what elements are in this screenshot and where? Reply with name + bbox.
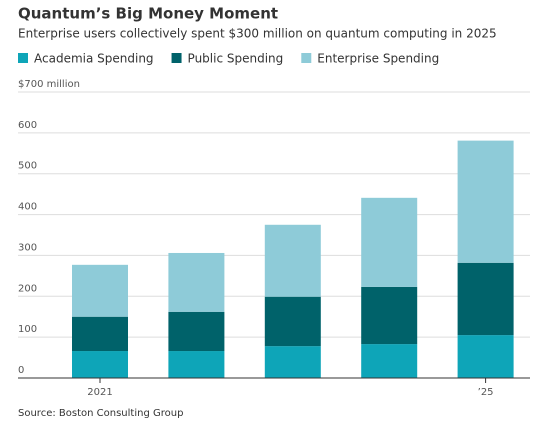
legend-label: Enterprise Spending [317, 52, 439, 66]
bar-segment [264, 224, 321, 297]
y-tick-label: 300 [18, 242, 37, 253]
legend-swatch [18, 53, 28, 63]
chart-title: Quantum’s Big Money Moment [18, 5, 278, 23]
bar-segment [457, 335, 514, 378]
bar-segment [264, 296, 321, 347]
chart-subtitle: Enterprise users collectively spent $300… [18, 27, 497, 41]
legend-swatch [171, 53, 182, 63]
y-tick-label: 100 [18, 324, 37, 335]
bar-segment [168, 311, 225, 352]
bar-segment [264, 346, 321, 378]
bar-segment [361, 197, 418, 287]
y-tick-label: 200 [18, 283, 37, 294]
legend-swatch [301, 53, 312, 63]
bar-segment [72, 264, 128, 317]
bar-segment [457, 262, 514, 336]
y-tick-label: 500 [18, 161, 37, 172]
bar-segment [168, 252, 225, 312]
source: Source: Boston Consulting Group [18, 408, 183, 419]
y-tick-label: 400 [18, 202, 37, 213]
bar-segment [72, 316, 128, 352]
legend-label: Public Spending [188, 52, 284, 66]
y-tick-label: $700 million [18, 79, 80, 90]
x-tick-label: ’25 [478, 387, 494, 398]
bar-segment [457, 140, 514, 263]
y-tick-label: 600 [18, 120, 37, 131]
x-tick-label: 2021 [87, 387, 112, 398]
bar-segment [72, 351, 128, 378]
y-tick-label: 0 [18, 365, 24, 376]
legend-label: Academia Spending [34, 52, 154, 66]
bar-segment [168, 351, 225, 378]
bar-segment [361, 344, 418, 378]
bar-segment [361, 286, 418, 345]
